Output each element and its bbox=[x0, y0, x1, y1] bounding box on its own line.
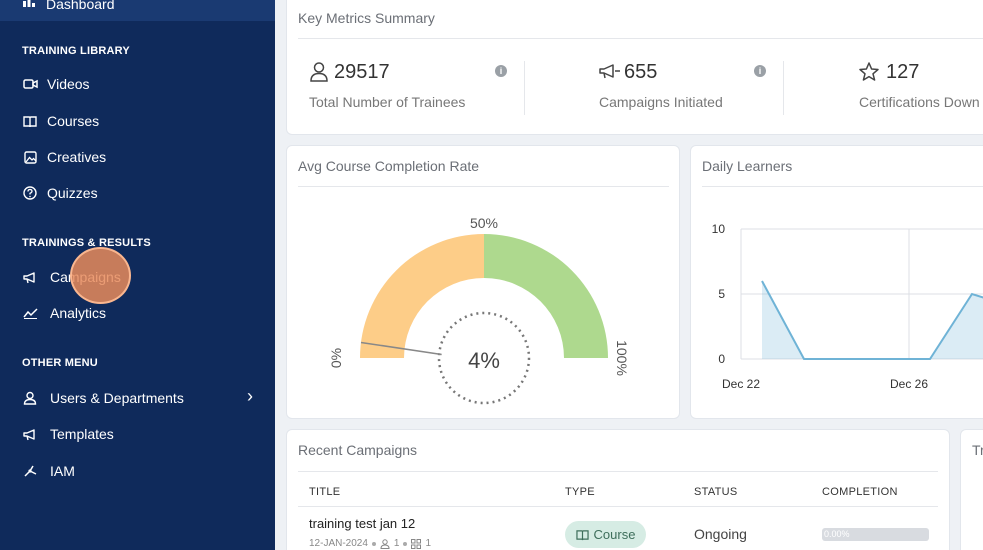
sidebar-item-creatives[interactable]: Creatives bbox=[0, 143, 275, 171]
sidebar-item-templates[interactable]: Templates bbox=[0, 420, 275, 448]
key-metrics-card: Key Metrics Summary 29517 Total Number o… bbox=[286, 0, 983, 135]
section-other-menu: OTHER MENU bbox=[22, 357, 98, 369]
sidebar-item-label: Dashboard bbox=[46, 0, 115, 12]
sidebar-item-users-departments[interactable]: Users & Departments › bbox=[0, 384, 275, 412]
campaign-courses-count: 1 bbox=[425, 538, 432, 549]
dot-separator bbox=[403, 541, 408, 546]
divider bbox=[298, 506, 938, 507]
chevron-right-icon: › bbox=[247, 386, 253, 406]
card-title: Daily Learners bbox=[702, 158, 793, 174]
sidebar-item-label: Users & Departments bbox=[50, 390, 184, 406]
metric-label-certifications: Certifications Down bbox=[859, 94, 980, 110]
gauge-needle bbox=[360, 341, 442, 356]
gauge-chart: 4% 50% 0% 100% bbox=[328, 215, 630, 405]
gauge-label-0: 0% bbox=[328, 348, 344, 368]
card-title: Tr bbox=[972, 442, 983, 458]
info-icon[interactable]: i bbox=[495, 65, 507, 77]
gauge-inner-dotted-ring bbox=[437, 311, 531, 405]
daily-learners-chart: 10 5 0 Dec 22 Dec 26 bbox=[712, 222, 983, 391]
dashboard-icon bbox=[23, 0, 35, 7]
card-title: Recent Campaigns bbox=[298, 442, 418, 458]
gauge-arc-right bbox=[484, 234, 608, 358]
sidebar-item-courses[interactable]: Courses bbox=[0, 107, 275, 135]
info-icon[interactable]: i bbox=[754, 65, 766, 77]
video-icon bbox=[22, 76, 38, 92]
sidebar-item-quizzes[interactable]: Quizzes bbox=[0, 179, 275, 207]
campaign-users-count: 1 bbox=[393, 538, 400, 549]
y-tick-label: 5 bbox=[718, 287, 725, 301]
column-header-title[interactable]: TITLE bbox=[309, 486, 341, 498]
megaphone-icon bbox=[22, 426, 38, 442]
section-trainings-results: TRAININGS & RESULTS bbox=[22, 237, 151, 249]
progress-label: 0.00% bbox=[824, 529, 850, 539]
x-tick-label: Dec 22 bbox=[722, 377, 760, 391]
gauge-label-50: 50% bbox=[470, 215, 498, 231]
type-badge: Course bbox=[565, 521, 646, 548]
sidebar-item-label: Quizzes bbox=[47, 185, 98, 201]
type-label: Course bbox=[593, 527, 636, 542]
sidebar-item-label: Templates bbox=[50, 426, 114, 442]
sidebar-item-label: IAM bbox=[50, 463, 75, 479]
column-header-completion[interactable]: COMPLETION bbox=[822, 486, 898, 498]
campaign-title[interactable]: training test jan 12 bbox=[309, 516, 416, 531]
metric-value-campaigns: 655 bbox=[624, 61, 658, 83]
status-text: Ongoing bbox=[694, 526, 747, 542]
x-tick-label: Dec 26 bbox=[890, 377, 928, 391]
sidebar: Dashboard TRAINING LIBRARY Videos Course… bbox=[0, 0, 275, 550]
daily-learners-card: Daily Learners 10 5 0 Dec 22 Dec 26 bbox=[690, 145, 983, 419]
sidebar-item-label: Videos bbox=[47, 76, 90, 92]
gauge-label-100: 100% bbox=[614, 340, 630, 376]
network-icon bbox=[22, 463, 38, 479]
user-icon bbox=[22, 390, 38, 406]
card-title: Avg Course Completion Rate bbox=[298, 158, 480, 174]
book-icon bbox=[575, 529, 589, 540]
sidebar-item-label: Analytics bbox=[50, 305, 107, 321]
gauge-arc-left bbox=[360, 234, 484, 358]
metric-value-trainees: 29517 bbox=[334, 61, 390, 83]
dot-separator bbox=[371, 541, 376, 546]
y-tick-label: 10 bbox=[712, 222, 726, 236]
cursor-highlight bbox=[70, 247, 131, 304]
campaign-meta: 12-JAN-2024 1 1 bbox=[309, 538, 431, 549]
user-icon bbox=[310, 62, 328, 82]
avg-completion-card: Avg Course Completion Rate 4% 50% 0% 100… bbox=[286, 145, 680, 419]
column-header-status[interactable]: STATUS bbox=[694, 486, 738, 498]
question-icon bbox=[22, 185, 38, 201]
series-line bbox=[761, 280, 983, 360]
metric-value-certifications: 127 bbox=[886, 61, 920, 83]
divider bbox=[298, 38, 983, 39]
sidebar-item-dashboard[interactable]: Dashboard bbox=[0, 0, 275, 21]
book-icon bbox=[22, 113, 38, 129]
sidebar-item-campaigns[interactable]: Campaigns bbox=[0, 263, 275, 291]
y-tick-label: 0 bbox=[718, 352, 725, 366]
star-icon bbox=[859, 62, 879, 81]
sidebar-item-analytics[interactable]: Analytics bbox=[0, 299, 275, 327]
campaign-date: 12-JAN-2024 bbox=[309, 538, 368, 549]
section-training-library: TRAINING LIBRARY bbox=[22, 45, 130, 57]
sidebar-item-label: Courses bbox=[47, 113, 100, 129]
recent-campaigns-card: Recent Campaigns TITLE TYPE STATUS COMPL… bbox=[286, 429, 950, 550]
trend-chart-icon bbox=[22, 305, 38, 321]
divider bbox=[702, 186, 983, 187]
completion-progress-bar: 0.00% bbox=[822, 528, 929, 541]
sidebar-item-videos[interactable]: Videos bbox=[0, 70, 275, 98]
divider bbox=[298, 186, 669, 187]
series-area bbox=[762, 281, 983, 359]
divider bbox=[524, 61, 525, 115]
divider bbox=[298, 471, 938, 472]
partial-card: Tr bbox=[960, 429, 983, 550]
card-title: Key Metrics Summary bbox=[298, 10, 435, 26]
megaphone-icon bbox=[22, 269, 38, 285]
divider bbox=[783, 61, 784, 115]
gauge-value: 4% bbox=[468, 348, 500, 373]
megaphone-icon bbox=[599, 64, 620, 79]
column-header-type[interactable]: TYPE bbox=[565, 486, 595, 498]
sidebar-item-iam[interactable]: IAM bbox=[0, 457, 275, 485]
grid-icon bbox=[411, 538, 422, 549]
metric-label-trainees: Total Number of Trainees bbox=[309, 94, 466, 110]
sidebar-item-label: Creatives bbox=[47, 149, 107, 165]
user-icon bbox=[380, 538, 390, 549]
image-icon bbox=[22, 149, 38, 165]
metric-label-campaigns: Campaigns Initiated bbox=[599, 94, 723, 110]
